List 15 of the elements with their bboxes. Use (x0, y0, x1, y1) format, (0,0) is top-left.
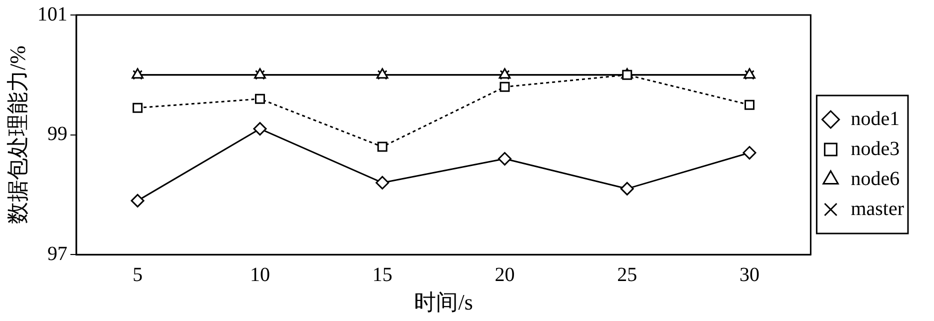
x-tick-label: 25 (617, 264, 638, 286)
legend-label: master (850, 198, 904, 220)
x-tick-label: 5 (132, 264, 143, 286)
y-tick-label: 99 (47, 123, 68, 146)
x-tick-label: 30 (740, 264, 760, 286)
x-tick-label: 10 (250, 264, 270, 286)
legend-label: node1 (850, 108, 900, 130)
x-tick-label: 20 (494, 264, 515, 286)
x-axis-title: 时间/s (414, 290, 473, 315)
legend-label: node3 (850, 138, 900, 160)
y-tick-label: 97 (47, 242, 68, 265)
legend-label: node6 (850, 168, 900, 190)
y-axis-title: 数据包处理能力/% (4, 46, 30, 224)
y-tick-label: 101 (37, 3, 68, 26)
x-tick-label: 15 (372, 264, 392, 286)
